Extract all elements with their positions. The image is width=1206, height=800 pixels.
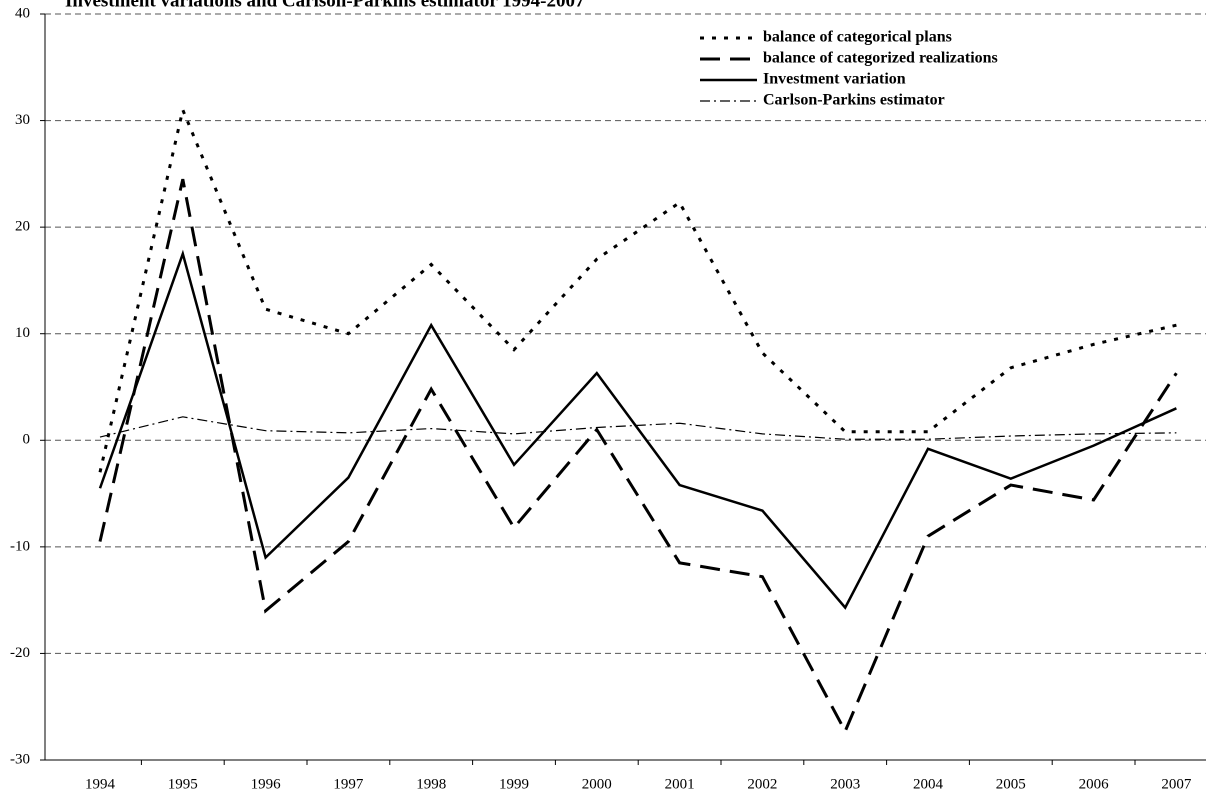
x-tick-label: 2000 bbox=[582, 776, 612, 792]
x-tick-label: 2003 bbox=[830, 776, 860, 792]
y-tick-label: 40 bbox=[15, 5, 30, 21]
series-line bbox=[98, 249, 1177, 610]
legend-label: balance of categorical plans bbox=[763, 29, 952, 46]
y-tick-label: 30 bbox=[15, 112, 30, 128]
x-tick-label: 2001 bbox=[665, 776, 695, 792]
x-tick-label: 1999 bbox=[499, 776, 529, 792]
x-tick-label: 1998 bbox=[416, 776, 446, 792]
y-tick-label: 0 bbox=[23, 432, 31, 448]
series-line bbox=[98, 178, 1178, 735]
y-tick-label: 20 bbox=[15, 219, 30, 235]
legend-label: balance of categorized realizations bbox=[763, 50, 998, 67]
x-tick-label: 1995 bbox=[168, 776, 198, 792]
x-tick-label: 1997 bbox=[333, 776, 364, 792]
legend-label: Carlson-Parkins estimator bbox=[763, 92, 945, 109]
chart-title: Investment variations and Carlson-Parkin… bbox=[65, 0, 585, 11]
y-tick-label: -30 bbox=[10, 751, 30, 767]
y-tick-label: -20 bbox=[10, 645, 30, 661]
x-tick-label: 2002 bbox=[747, 776, 777, 792]
x-tick-label: 2004 bbox=[913, 776, 944, 792]
legend-label: Investment variation bbox=[763, 71, 906, 88]
series-line bbox=[99, 416, 1177, 440]
x-tick-label: 2005 bbox=[996, 776, 1026, 792]
y-tick-label: -10 bbox=[10, 538, 30, 554]
series-line bbox=[98, 105, 1177, 473]
x-tick-label: 1996 bbox=[251, 776, 282, 792]
x-tick-label: 2007 bbox=[1161, 776, 1192, 792]
x-tick-label: 1994 bbox=[85, 776, 116, 792]
x-tick-label: 2006 bbox=[1079, 776, 1110, 792]
y-tick-label: 10 bbox=[15, 325, 30, 341]
